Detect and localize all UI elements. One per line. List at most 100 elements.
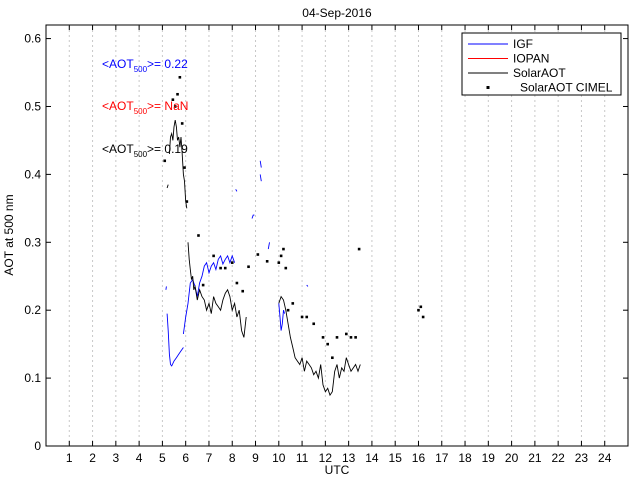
x-tick-label: 16 <box>412 451 426 465</box>
series-line-igf <box>259 174 262 182</box>
data-point-solaraot-cimel <box>282 247 285 251</box>
data-point-solaraot-cimel <box>419 305 423 309</box>
data-point-solaraot-cimel <box>163 159 167 163</box>
y-tick-label: 0.4 <box>24 167 41 181</box>
x-tick-label: 7 <box>206 451 213 465</box>
x-axis-ticks: 1 2 3 4 5 6 7 8 9 10 11 12 13 14 15 16 17 18 19 20 21 22 23 24 <box>66 25 612 465</box>
data-point-solaraot-cimel <box>286 308 290 312</box>
data-point-solaraot-cimel <box>173 105 177 108</box>
legend-label-solaraot: SolarAOT <box>513 66 566 80</box>
x-tick-label: 6 <box>182 451 189 465</box>
mean-aot-annotation: <AOT500>= 0.19 <box>102 142 188 159</box>
series-line-igf <box>251 214 255 219</box>
series-line-igf <box>182 254 236 335</box>
data-point-solaraot-cimel <box>331 356 334 360</box>
series-line-igf <box>306 284 309 287</box>
x-tick-label: 8 <box>229 451 236 465</box>
x-tick-label: 17 <box>435 451 449 465</box>
legend-label-igf: IGF <box>513 37 533 51</box>
data-point-solaraot-cimel <box>235 281 239 285</box>
y-tick-label: 0.1 <box>24 371 41 385</box>
legend-label-solaraot-cimel: SolarAOT CIMEL <box>520 81 613 95</box>
series-line-igf <box>165 286 167 290</box>
x-tick-label: 15 <box>389 451 403 465</box>
series-line-igf <box>235 189 238 192</box>
series-line-solaraot <box>166 184 169 189</box>
x-tick-label: 10 <box>272 451 286 465</box>
data-point-solaraot-cimel <box>185 200 189 203</box>
series-group <box>163 75 425 397</box>
data-point-solaraot-cimel <box>417 308 420 312</box>
data-point-solaraot-cimel <box>201 283 205 287</box>
x-tick-label: 11 <box>296 451 309 465</box>
x-tick-label: 14 <box>365 451 379 465</box>
data-point-solaraot-cimel <box>197 234 200 237</box>
x-axis-label: UTC <box>325 463 350 477</box>
y-axis-label: AOT at 500 nm <box>2 194 16 275</box>
data-point-solaraot-cimel <box>345 332 348 336</box>
mean-aot-annotation: <AOT500>= 0.22 <box>102 57 188 74</box>
data-point-solaraot-cimel <box>219 266 222 270</box>
data-point-solaraot-cimel <box>279 254 283 258</box>
x-tick-label: 2 <box>89 451 96 465</box>
y-tick-label: 0.6 <box>24 32 41 46</box>
data-point-solaraot-cimel <box>349 336 353 339</box>
data-point-solaraot-cimel <box>256 253 260 256</box>
data-point-solaraot-cimel <box>291 302 295 305</box>
chart-title: 04-Sep-2016 <box>302 6 372 20</box>
x-tick-label: 5 <box>159 451 166 465</box>
series-line-igf <box>267 242 270 250</box>
legend-label-iopan: IOPAN <box>513 52 549 66</box>
x-tick-label: 20 <box>505 451 519 465</box>
data-point-solaraot-cimel <box>176 92 179 96</box>
y-tick-label: 0.3 <box>24 235 41 249</box>
data-point-solaraot-cimel <box>171 98 175 101</box>
series-line-igf <box>278 303 286 331</box>
data-point-solaraot-cimel <box>265 260 269 263</box>
series-line-solaraot <box>278 295 361 397</box>
data-point-solaraot-cimel <box>277 261 281 264</box>
legend-swatch-solaraot-cimel <box>486 86 490 89</box>
x-tick-label: 3 <box>112 451 119 465</box>
x-tick-label: 4 <box>136 451 143 465</box>
x-tick-label: 24 <box>598 451 612 465</box>
data-point-solaraot-cimel <box>178 75 182 79</box>
data-point-solaraot-cimel <box>335 336 339 339</box>
data-point-solaraot-cimel <box>241 289 245 293</box>
legend-box <box>461 32 622 96</box>
x-tick-label: 19 <box>482 451 496 465</box>
annotations: <AOT500>= 0.22 <AOT500>= NaN <AOT500>= 0.1… <box>102 57 188 159</box>
data-point-solaraot-cimel <box>354 336 357 339</box>
data-point-solaraot-cimel <box>305 315 309 319</box>
y-tick-label: 0 <box>34 439 41 453</box>
y-tick-label: 0.2 <box>24 303 41 317</box>
data-point-solaraot-cimel <box>247 265 250 269</box>
x-tick-label: 12 <box>319 451 333 465</box>
x-tick-label: 13 <box>342 451 356 465</box>
x-tick-label: 1 <box>66 451 73 465</box>
data-point-solaraot-cimel <box>357 247 361 251</box>
data-point-solaraot-cimel <box>183 166 186 169</box>
series-line-igf <box>259 160 262 168</box>
y-tick-label: 0.5 <box>24 99 41 113</box>
x-tick-label: 21 <box>528 451 542 465</box>
series-line-solaraot <box>187 242 247 338</box>
x-tick-label: 22 <box>551 451 565 465</box>
x-tick-label: 9 <box>252 451 259 465</box>
data-point-solaraot-cimel <box>212 254 215 258</box>
data-point-solaraot-cimel <box>321 336 325 339</box>
data-point-solaraot-cimel <box>180 122 184 125</box>
x-tick-label: 23 <box>575 451 589 465</box>
data-point-solaraot-cimel <box>312 322 316 326</box>
data-point-solaraot-cimel <box>230 261 234 264</box>
mean-aot-annotation: <AOT500>= NaN <box>102 99 188 116</box>
series-line-solaraot <box>168 120 188 209</box>
series-line-igf <box>166 313 184 367</box>
data-point-solaraot-cimel <box>284 266 288 270</box>
x-tick-label: 18 <box>458 451 472 465</box>
data-point-solaraot-cimel <box>300 315 304 319</box>
y-axis-ticks: 0 0.1 0.2 0.3 0.4 0.5 0.6 <box>24 32 628 453</box>
data-point-solaraot-cimel <box>326 342 329 346</box>
